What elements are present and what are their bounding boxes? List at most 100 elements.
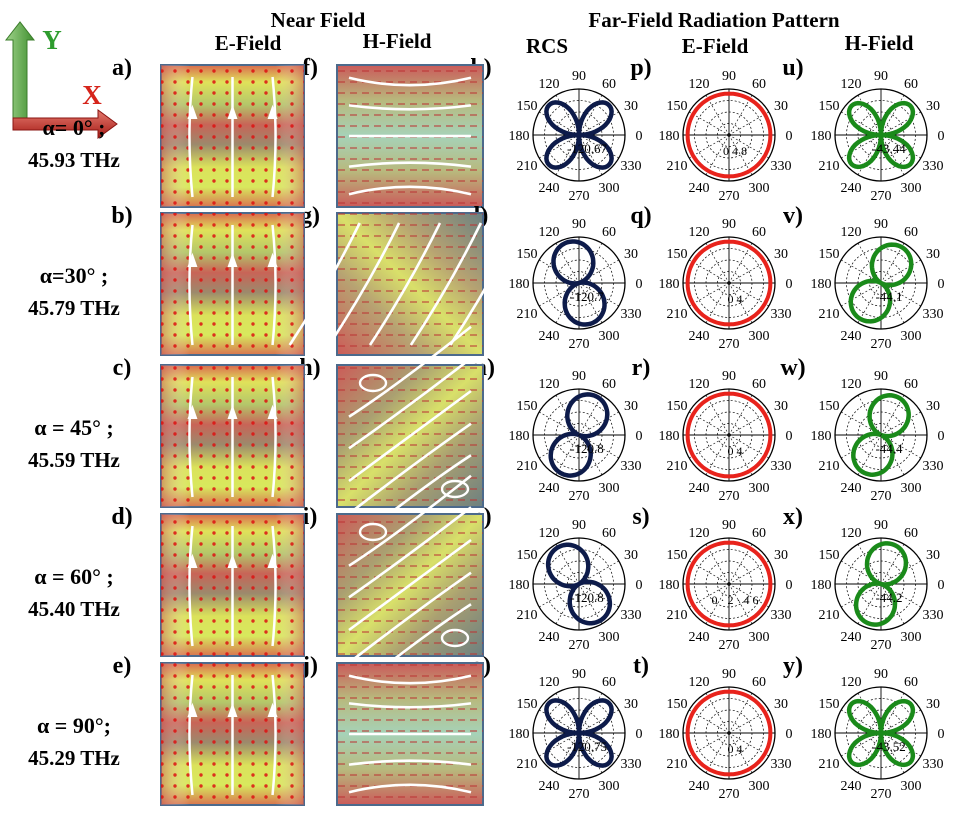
angle-label: 330	[922, 608, 943, 623]
polar-center-label: -120.8	[570, 441, 604, 456]
angle-label: 90	[572, 667, 586, 682]
angle-label: 180	[811, 277, 832, 292]
rcs-pattern-curve	[544, 100, 614, 170]
e-field-line	[271, 674, 277, 796]
angle-label: 210	[819, 307, 840, 322]
angle-label: 90	[722, 217, 736, 232]
angle-label: 90	[874, 217, 888, 232]
panel-label: i)	[303, 504, 318, 530]
rcs-pattern-curve	[545, 542, 613, 626]
figure-row: α = 60° ;45.40 THzd)i)n)s)x)030609012015…	[28, 474, 945, 696]
panel-label: y)	[783, 653, 803, 679]
near-h-field-map	[336, 474, 484, 696]
angle-label: 150	[819, 247, 840, 262]
h-field-line	[348, 702, 472, 709]
angle-label: 120	[539, 77, 560, 92]
angle-label: 150	[819, 399, 840, 414]
angle-label: 30	[774, 697, 788, 712]
angle-label: 240	[689, 779, 710, 794]
angle-label: 180	[509, 578, 530, 593]
polar-center-label: -120.67	[567, 141, 608, 156]
angle-label: 270	[871, 489, 892, 504]
angle-label: 240	[841, 481, 862, 496]
angle-label: 30	[624, 99, 638, 114]
angle-label: 0	[636, 578, 643, 593]
angle-label: 90	[874, 69, 888, 84]
angle-label: 180	[659, 578, 680, 593]
near-h-field-map	[336, 662, 484, 806]
rcs-pattern-curve	[548, 392, 610, 478]
figure-row: α = 90°;45.29 THze)j)o)t)y)0306090120150…	[28, 653, 945, 806]
figure-row: α= 0° ;45.93 THza)f)k)p)u)03060901201501…	[28, 55, 945, 208]
e-field-line	[271, 76, 277, 198]
angle-label: 0	[636, 429, 643, 444]
angle-label: 240	[841, 181, 862, 196]
angle-label: 150	[819, 99, 840, 114]
alpha-label: α = 90°;	[37, 713, 111, 738]
angle-label: 240	[539, 779, 560, 794]
angle-label: 60	[752, 526, 766, 541]
angle-label: 270	[569, 787, 590, 802]
angle-label: 300	[749, 329, 770, 344]
angle-label: 90	[572, 369, 586, 384]
angle-label: 60	[904, 526, 918, 541]
angle-label: 30	[926, 247, 940, 262]
angle-label: 120	[689, 377, 710, 392]
angle-label: 210	[819, 757, 840, 772]
angle-label: 270	[719, 638, 740, 653]
far_h-pattern-curve	[848, 242, 914, 324]
angle-label: 240	[539, 481, 560, 496]
angle-label: 270	[719, 189, 740, 204]
angle-label: 120	[689, 77, 710, 92]
angle-label: 210	[667, 159, 688, 174]
polar-center-label: -44.1	[875, 289, 902, 304]
angle-label: 210	[667, 757, 688, 772]
h-field-line	[348, 783, 472, 794]
angle-label: 60	[602, 77, 616, 92]
angle-label: 0	[786, 429, 793, 444]
angle-label: 30	[774, 99, 788, 114]
h-field-line	[368, 222, 442, 346]
panel-label: v)	[783, 203, 803, 229]
frequency-label: 45.29 THz	[28, 746, 120, 770]
far_h-pattern-curve	[846, 698, 916, 768]
panel-label: p)	[630, 55, 651, 81]
angle-label: 60	[752, 675, 766, 690]
angle-label: 90	[874, 667, 888, 682]
e-field-line	[188, 376, 194, 498]
angle-label: 0	[636, 277, 643, 292]
angle-label: 60	[602, 225, 616, 240]
angle-label: 90	[572, 518, 586, 533]
angle-label: 60	[904, 77, 918, 92]
figure-row: α=30° ;45.79 THzb)g)l)q)v)03060901201501…	[28, 203, 945, 356]
h-field-vortex	[440, 479, 470, 499]
angle-label: 150	[667, 548, 688, 563]
angle-label: 30	[624, 399, 638, 414]
angle-label: 210	[819, 608, 840, 623]
panel-label: s)	[632, 504, 649, 530]
angle-label: 210	[517, 757, 538, 772]
angle-label: 300	[901, 329, 922, 344]
h-field-line	[348, 325, 472, 418]
angle-label: 180	[509, 129, 530, 144]
angle-label: 120	[689, 526, 710, 541]
rcs-pattern-curve	[551, 239, 607, 327]
angle-label: 120	[689, 225, 710, 240]
far-e-field-header: E-Field	[682, 34, 749, 58]
angle-label: 120	[539, 526, 560, 541]
angle-label: 0	[786, 277, 793, 292]
angle-label: 330	[922, 459, 943, 474]
angle-label: 120	[841, 77, 862, 92]
angle-label: 300	[599, 181, 620, 196]
angle-label: 330	[620, 608, 641, 623]
angle-label: 270	[871, 638, 892, 653]
h-field-vortex	[440, 628, 470, 648]
h-field-line	[348, 104, 472, 111]
near-h-field-header: H-Field	[363, 29, 432, 53]
